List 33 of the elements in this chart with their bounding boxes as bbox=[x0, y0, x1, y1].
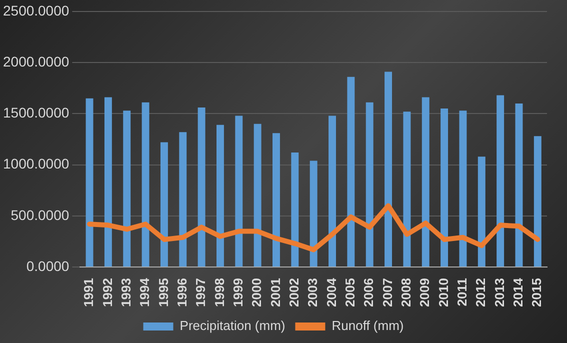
x-tick-label: 1995 bbox=[156, 278, 171, 307]
x-tick-label: 2001 bbox=[268, 278, 283, 307]
legend-label: Runoff (mm) bbox=[332, 318, 404, 334]
x-tick-label: 2000 bbox=[249, 278, 264, 307]
y-tick-label: 500.0000 bbox=[10, 206, 70, 223]
y-tick-label: 2000.0000 bbox=[2, 53, 70, 70]
x-tick-label: 1992 bbox=[100, 278, 115, 307]
x-tick-label: 2006 bbox=[361, 278, 376, 307]
x-tick-label: 2011 bbox=[454, 278, 470, 306]
y-tick-label: 1500.0000 bbox=[2, 104, 70, 121]
y-tick-label: 1000.0000 bbox=[2, 156, 70, 172]
x-tick-label: 1996 bbox=[174, 278, 190, 307]
x-tick-label: 1993 bbox=[118, 278, 134, 307]
x-tick-label: 2007 bbox=[380, 278, 395, 307]
x-tick-label: 2014 bbox=[510, 277, 526, 307]
y-tick-label: 2500.0000 bbox=[2, 2, 70, 18]
x-tick-label: 1997 bbox=[193, 278, 208, 307]
x-tick-label: 2010 bbox=[436, 278, 451, 307]
x-tick-label: 2012 bbox=[473, 278, 488, 307]
x-tick-label: 1999 bbox=[230, 278, 246, 307]
legend-label: Precipitation (mm) bbox=[180, 318, 286, 334]
x-tick-label: 2004 bbox=[324, 277, 339, 307]
x-tick-label: 1991 bbox=[81, 278, 96, 307]
x-tick-label: 2003 bbox=[305, 278, 320, 307]
x-tick-label: 1994 bbox=[137, 277, 152, 307]
x-tick-label: 2002 bbox=[286, 278, 302, 307]
x-tick-label: 2008 bbox=[398, 278, 414, 307]
x-tick-label: 1998 bbox=[212, 278, 227, 307]
x-tick-label: 2009 bbox=[417, 278, 432, 307]
x-tick-label: 2015 bbox=[529, 278, 544, 307]
y-tick-label: 0.0000 bbox=[26, 258, 70, 274]
x-tick-label: 2005 bbox=[342, 278, 358, 307]
x-tick-label: 2013 bbox=[492, 278, 507, 307]
